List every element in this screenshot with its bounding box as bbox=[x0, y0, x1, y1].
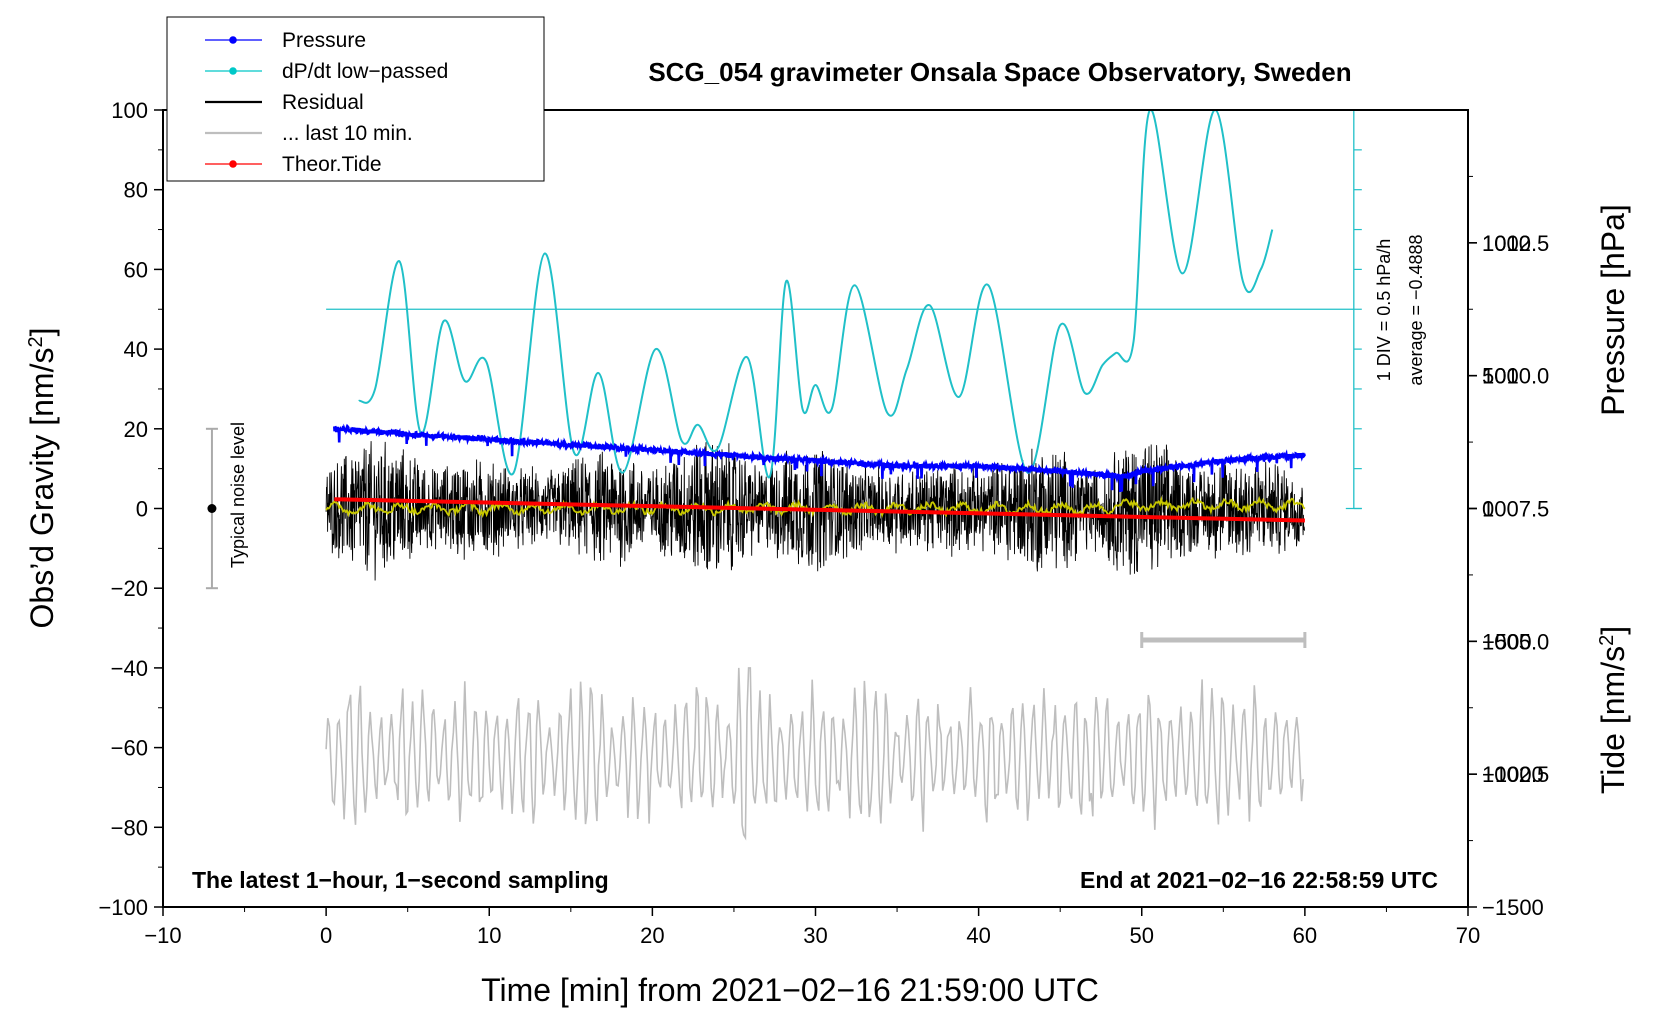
y-tick-label: 80 bbox=[124, 178, 148, 203]
plot-layer bbox=[205, 110, 1362, 841]
y-axis-title-tide-close: ] bbox=[1595, 626, 1631, 635]
y-tick-label: 100 bbox=[111, 98, 148, 123]
frame-layer: −10 0 10 20 30 40 50 60 70−100−80−60−40−20020406… bbox=[98, 98, 1549, 948]
pressure-tick-label: 1012.5 bbox=[1482, 231, 1549, 256]
x-tick-label: 70 bbox=[1456, 923, 1480, 948]
x-axis-title: Time [min] from 2021−02−16 21:59:00 UTC bbox=[481, 972, 1099, 1008]
pressure-tick-label: 1010.0 bbox=[1482, 364, 1549, 389]
legend-swatch-marker bbox=[229, 67, 237, 75]
tide-series-line bbox=[334, 497, 1305, 523]
legend-swatch-marker bbox=[229, 160, 237, 168]
y-axis-title-left-close: ] bbox=[24, 328, 60, 337]
tide-tick-label: 1000 bbox=[1482, 231, 1531, 256]
y-tick-label: 60 bbox=[124, 257, 148, 282]
pressure-series-line bbox=[333, 423, 1306, 493]
x-tick-label: 60 bbox=[1293, 923, 1317, 948]
x-tick-label: 30 bbox=[803, 923, 827, 948]
y-axis-title-left: Obs’d Gravity [nm/s2] bbox=[24, 328, 60, 629]
dpdt-average-label: average = −0.4888 bbox=[1406, 234, 1426, 385]
legend-label: Residual bbox=[282, 91, 364, 114]
tide-tick-label: 500 bbox=[1482, 364, 1519, 389]
y-tick-label: 0 bbox=[136, 497, 148, 522]
y-tick-label: 20 bbox=[124, 417, 148, 442]
last10-series-line bbox=[325, 667, 1304, 841]
tide-tick-label: −1000 bbox=[1482, 762, 1544, 787]
y-tick-label: −80 bbox=[111, 815, 148, 840]
y-tick-label: −100 bbox=[98, 895, 148, 920]
legend-box bbox=[166, 16, 545, 182]
y-axis-title-left-main: Obs’d Gravity [nm/s bbox=[24, 348, 60, 629]
x-tick-label: 20 bbox=[640, 923, 664, 948]
annotation-end-time: End at 2021−02−16 22:58:59 UTC bbox=[1080, 867, 1438, 893]
legend-label: Theor.Tide bbox=[282, 153, 382, 176]
legend-swatch-marker bbox=[229, 36, 237, 44]
noise-level-label: Typical noise level bbox=[228, 422, 248, 568]
y-axis-title-tide-main: Tide [nm/s bbox=[1595, 646, 1631, 794]
tide-tick-label: 0 bbox=[1482, 497, 1494, 522]
y-tick-label: 40 bbox=[124, 337, 148, 362]
legend: Pressure dP/dt low−passed Residual ... last… bbox=[166, 16, 545, 182]
pressure-tick-label: 1005.0 bbox=[1482, 629, 1549, 654]
x-tick-label: 10 bbox=[477, 923, 501, 948]
legend-label: dP/dt low−passed bbox=[282, 60, 448, 83]
y-axis-title-pressure: Pressure [hPa] bbox=[1595, 204, 1631, 416]
x-tick-label: −10 bbox=[144, 923, 181, 948]
pressure-tick-label: 1002.5 bbox=[1482, 762, 1549, 787]
y-axis-title-left-sup: 2 bbox=[25, 336, 47, 347]
legend-label: ... last 10 min. bbox=[282, 122, 413, 145]
y-tick-label: −60 bbox=[111, 736, 148, 761]
annotation-sampling: The latest 1−hour, 1−second sampling bbox=[192, 867, 609, 893]
tide-tick-label: −1500 bbox=[1482, 895, 1544, 920]
y-tick-label: −20 bbox=[111, 576, 148, 601]
y-axis-title-tide-sup: 2 bbox=[1596, 635, 1618, 646]
x-tick-label: 0 bbox=[320, 923, 332, 948]
text-layer: SCG_054 gravimeter Onsala Space Observat… bbox=[24, 57, 1631, 1008]
x-tick-label: 40 bbox=[966, 923, 990, 948]
noise-level-center-dot bbox=[207, 504, 217, 513]
chart-title: SCG_054 gravimeter Onsala Space Observat… bbox=[648, 57, 1351, 87]
y-tick-label: −40 bbox=[111, 656, 148, 681]
legend-label: Pressure bbox=[282, 29, 366, 52]
x-tick-label: 50 bbox=[1130, 923, 1154, 948]
dpdt-series-line bbox=[358, 110, 1274, 479]
dpdt-scale-label: 1 DIV = 0.5 hPa/h bbox=[1374, 239, 1394, 382]
pressure-tick-label: 1007.5 bbox=[1482, 497, 1549, 522]
tide-tick-label: −500 bbox=[1482, 629, 1532, 654]
plot-series-group bbox=[325, 110, 1362, 841]
y-axis-title-tide: Tide [nm/s2] bbox=[1595, 626, 1631, 794]
